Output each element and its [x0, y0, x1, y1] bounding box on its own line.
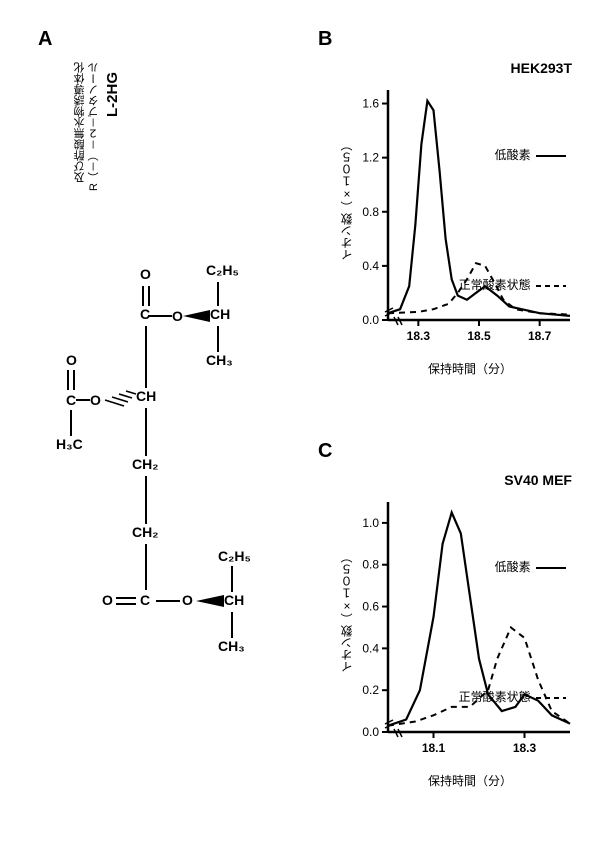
chart-c: SV40 MEF イオン数（×１０５） 0.00.20.40.60.81.018… — [340, 472, 580, 802]
chart-b-title: HEK293T — [511, 60, 572, 76]
svg-text:0.4: 0.4 — [362, 641, 379, 655]
chem-title: L-2HG — [104, 72, 121, 117]
panel-b-label: B — [318, 28, 332, 51]
panel-a-label: A — [38, 28, 52, 51]
legend-c-dashed: 正常酸素状態 — [459, 688, 568, 705]
svg-text:0.8: 0.8 — [362, 205, 379, 219]
atom-ch-mid: CH — [136, 388, 156, 404]
atom-o-ac-sgl: O — [90, 392, 101, 408]
svg-text:18.1: 18.1 — [422, 741, 446, 755]
atom-h3c: H₃C — [56, 436, 83, 452]
svg-text:0.2: 0.2 — [362, 683, 379, 697]
atom-ch2-2: CH₂ — [132, 524, 158, 540]
svg-text:1.2: 1.2 — [362, 151, 379, 165]
chem-subtitle-2: 及び酢酸無水物誘導体化 — [72, 62, 88, 183]
svg-text:18.7: 18.7 — [528, 329, 552, 343]
atom-ch-top: CH — [210, 306, 230, 322]
atom-o-dbl-bot: O — [102, 592, 113, 608]
svg-text:18.5: 18.5 — [467, 329, 491, 343]
legend-b-dashed: 正常酸素状態 — [459, 276, 568, 293]
atom-ch2-1: CH₂ — [132, 456, 158, 472]
panel-c-label: C — [318, 440, 332, 463]
svg-text:0.6: 0.6 — [362, 600, 379, 614]
atom-c2h5-top: C₂H₅ — [206, 262, 239, 278]
chart-c-title: SV40 MEF — [504, 472, 572, 488]
svg-text:0.0: 0.0 — [362, 725, 379, 739]
atom-c-bot: C — [140, 592, 150, 608]
svg-text:0.4: 0.4 — [362, 259, 379, 273]
legend-c-solid-text: 低酸素 — [495, 560, 531, 574]
atom-o-sgl-bot: O — [182, 592, 193, 608]
atom-o-dbl-top: O — [140, 266, 151, 282]
chart-b: HEK293T イオン数（×１０５） 0.00.40.81.21.618.318… — [340, 60, 580, 390]
legend-b-solid: 低酸素 — [495, 146, 568, 163]
svg-text:1.6: 1.6 — [362, 97, 379, 111]
chart-b-svg: 0.0 0.4 0.8 1.2 1.6 18.3 18.5 18.7 — [340, 80, 580, 360]
legend-c-solid: 低酸素 — [495, 558, 568, 575]
svg-text:1.0: 1.0 — [362, 516, 379, 530]
svg-text:18.3: 18.3 — [513, 741, 537, 755]
atom-c2h5-bot: C₂H₅ — [218, 548, 251, 564]
atom-c-top: C — [140, 306, 150, 322]
chart-c-xlabel: 保持時間（分） — [410, 772, 530, 789]
legend-b-solid-text: 低酸素 — [495, 148, 531, 162]
atom-c-ac: C — [66, 392, 76, 408]
chem-subtitle-1: R（－）－２－ブタノール — [86, 62, 102, 191]
chart-b-xlabel: 保持時間（分） — [410, 360, 530, 377]
atom-ch-bot: CH — [224, 592, 244, 608]
chem-structure: C₂H₅ CH CH₃ O C O CH O C O H₃C CH₂ CH₂ C… — [28, 240, 278, 780]
svg-text:18.3: 18.3 — [407, 329, 431, 343]
legend-c-dashed-text: 正常酸素状態 — [459, 690, 531, 704]
svg-text:0.8: 0.8 — [362, 558, 379, 572]
atom-o-sgl-top: O — [172, 308, 183, 324]
atom-ch3-bot: CH₃ — [218, 638, 245, 654]
atom-o-ac-dbl: O — [66, 352, 77, 368]
atom-ch3-top: CH₃ — [206, 352, 233, 368]
svg-text:0.0: 0.0 — [362, 313, 379, 327]
chart-c-svg: 0.0 0.2 0.4 0.6 0.8 1.0 18.1 18.3 — [340, 492, 580, 772]
legend-b-dashed-text: 正常酸素状態 — [459, 278, 531, 292]
